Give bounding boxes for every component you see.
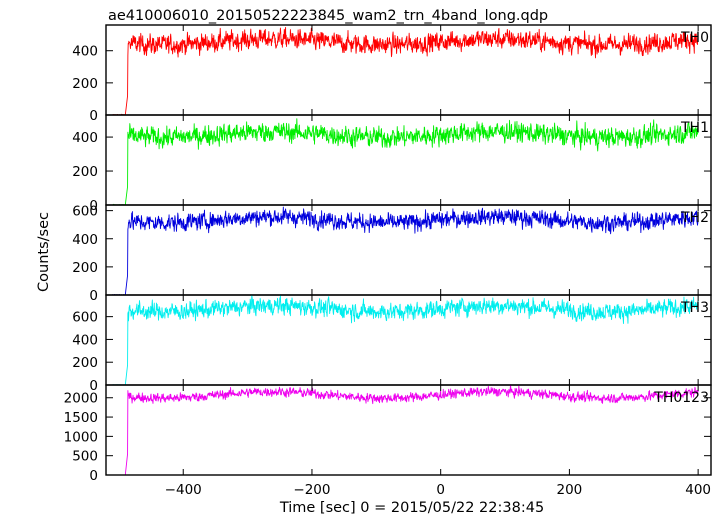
y-tick-label: 0 — [89, 288, 98, 304]
y-tick-label: 400 — [72, 44, 98, 60]
panels: 0 200 400 TH0 0 200 400 TH1 0 200 400 600 TH2 0 200 400… — [64, 24, 712, 498]
x-axis-label: Time [sec] 0 = 2015/05/22 22:38:45 — [279, 500, 544, 516]
x-tick-label: −200 — [293, 482, 330, 498]
y-tick-label: 0 — [89, 108, 98, 124]
chart-title: ae410006010_20150522223845_wam2_trn_4ban… — [108, 8, 548, 24]
series-label-th3: TH3 — [680, 300, 709, 316]
y-tick-label: 1500 — [64, 410, 98, 426]
series-label-th0123: TH0123 — [653, 390, 709, 406]
x-tick-label: 200 — [557, 482, 583, 498]
y-axis-label: Counts/sec — [36, 212, 52, 292]
y-tick-label: 500 — [72, 449, 98, 465]
panel-th1: 0 200 400 TH1 — [72, 114, 712, 214]
y-tick-label: 400 — [72, 130, 98, 146]
y-tick-label: 600 — [72, 204, 98, 220]
y-tick-label: 0 — [89, 198, 98, 214]
y-tick-label: 0 — [89, 468, 98, 484]
series-label-th1: TH1 — [680, 120, 709, 136]
series-line-th0 — [112, 26, 699, 116]
panel-th3: 0 200 400 600 TH3 — [72, 294, 712, 394]
y-tick-label: 0 — [89, 378, 98, 394]
series-line-th1 — [112, 118, 699, 206]
series-label-th2: TH2 — [680, 210, 709, 226]
y-tick-label: 400 — [72, 332, 98, 348]
panel-th2: 0 200 400 600 TH2 — [72, 204, 712, 304]
series-label-th0: TH0 — [680, 30, 709, 46]
x-tick-label: 400 — [685, 482, 711, 498]
panel-th0: 0 200 400 TH0 — [72, 24, 712, 124]
y-tick-label: 2000 — [64, 391, 98, 407]
y-tick-label: 600 — [72, 310, 98, 326]
series-line-th2 — [112, 206, 699, 296]
y-tick-label: 200 — [72, 164, 98, 180]
panel-th0123: 0 500 1000 1500 2000 TH0123 — [64, 384, 712, 484]
x-tick-label: 0 — [436, 482, 445, 498]
x-tick-label: −400 — [165, 482, 202, 498]
y-tick-label: 200 — [72, 76, 98, 92]
y-tick-label: 200 — [72, 355, 98, 371]
y-tick-label: 400 — [72, 232, 98, 248]
series-line-th3 — [112, 294, 699, 386]
series-line-th0123 — [112, 384, 699, 476]
y-tick-label: 1000 — [64, 429, 98, 445]
y-tick-label: 200 — [72, 260, 98, 276]
panel-frame — [105, 384, 712, 476]
